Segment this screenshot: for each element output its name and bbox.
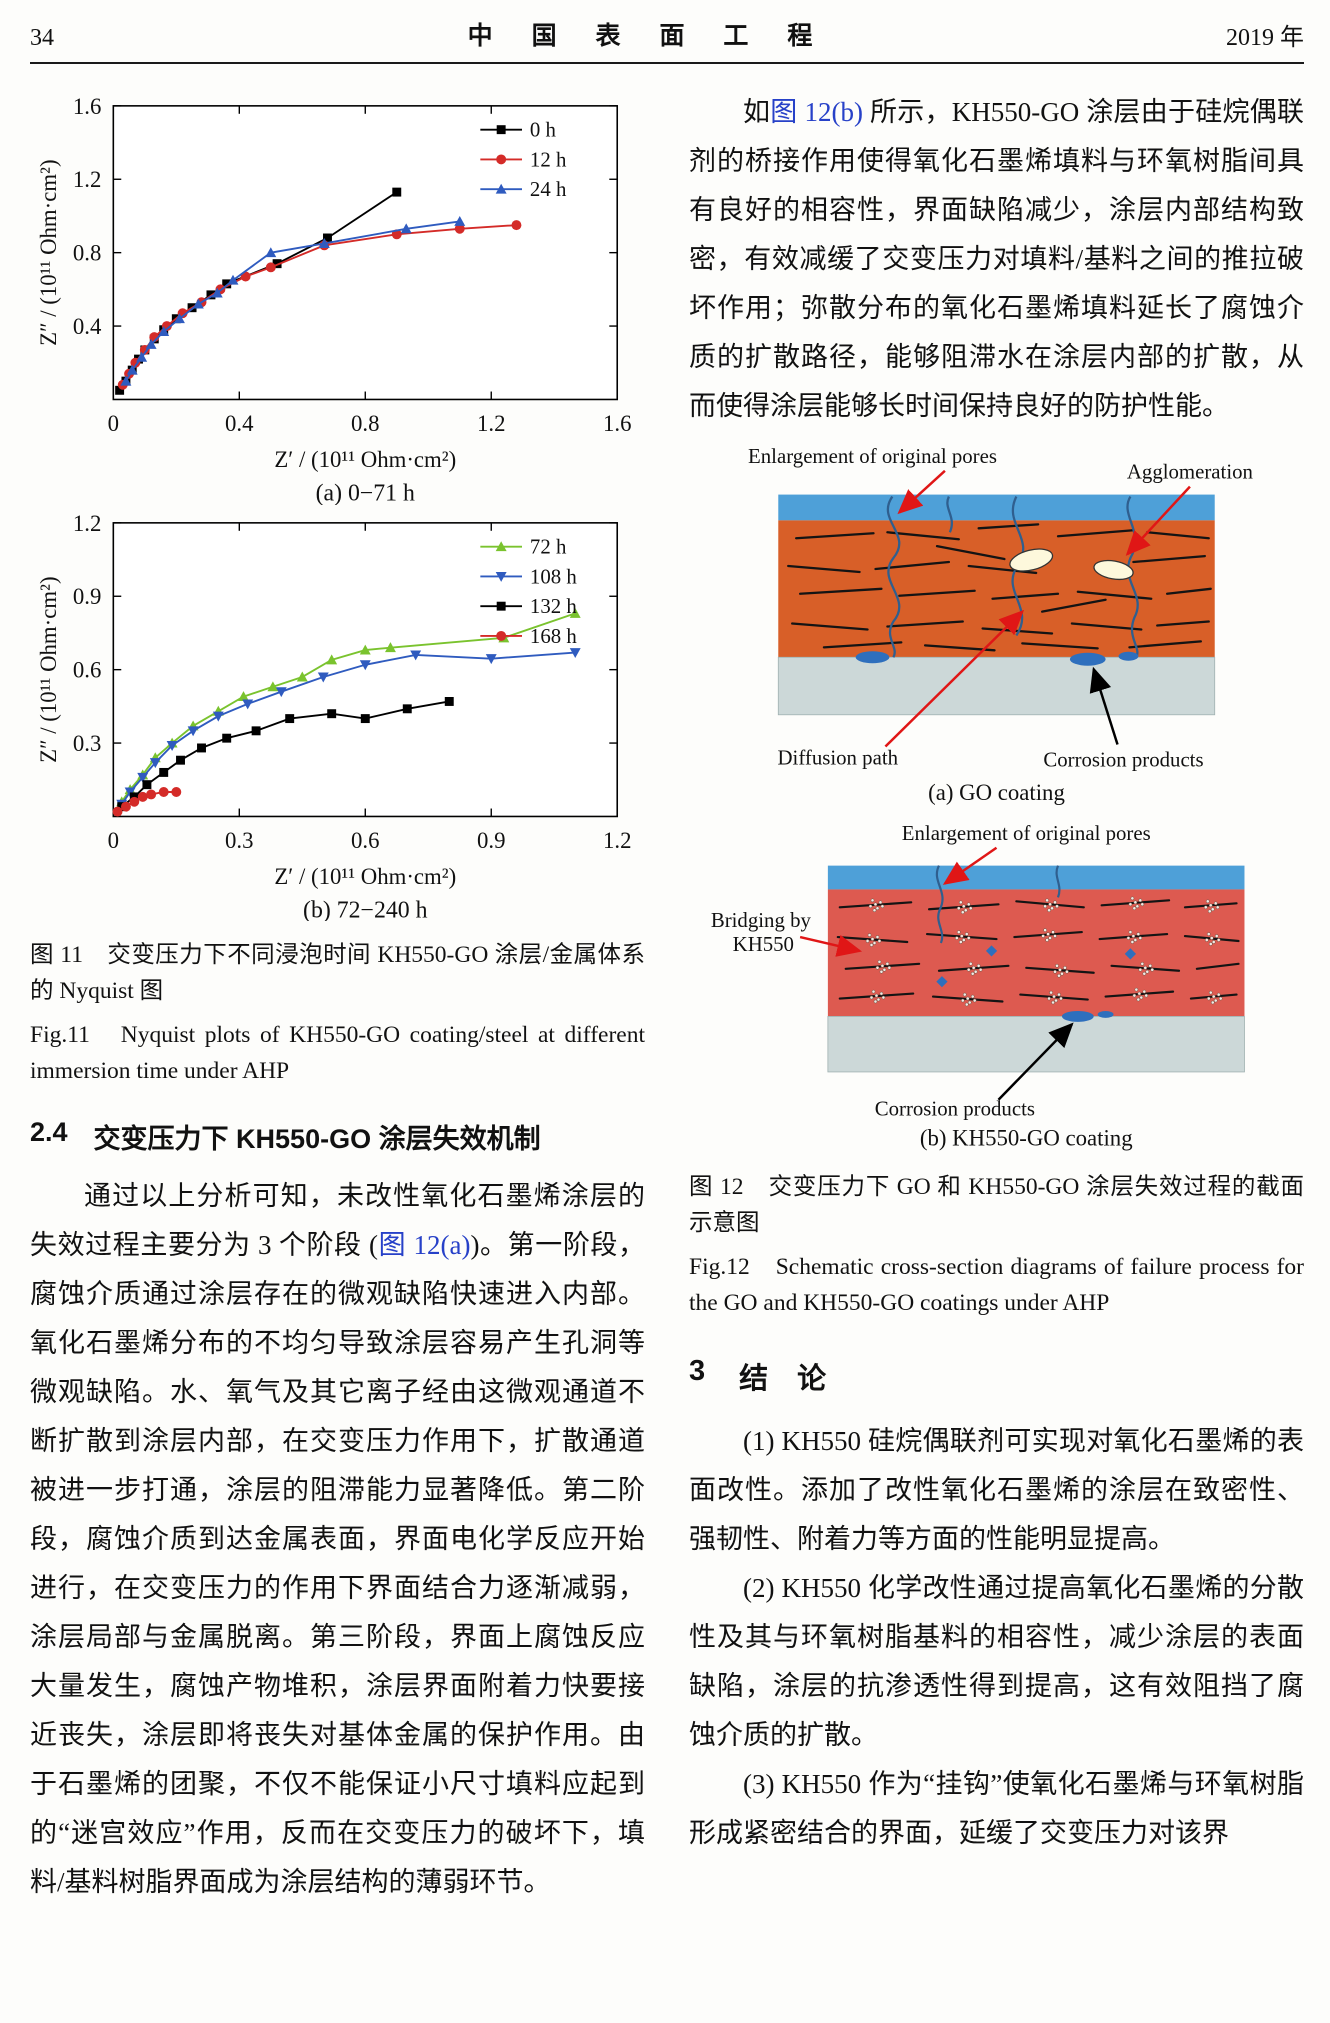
svg-text:0.3: 0.3 [73,731,102,756]
conclusion-item-1: (1) KH550 硅烷偶联剂可实现对氧化石墨烯的表面改性。添加了改性氧化石墨烯… [689,1426,1304,1555]
label-corrosion-products-b: Corrosion products [875,1097,1035,1121]
conclusion-item-2: (2) KH550 化学改性通过提高氧化石墨烯的分散性及其与环氧树脂基料的相容性… [689,1573,1304,1751]
graphene-flakes-a [787,523,1212,652]
svg-text:0.9: 0.9 [73,584,102,609]
svg-text:132 h: 132 h [530,594,577,618]
page-number: 34 [30,25,54,51]
svg-text:Z′ / (10¹¹ Ohm·cm²): Z′ / (10¹¹ Ohm·cm²) [274,447,456,472]
fig12a-reference-link[interactable]: 图 12(a) [377,1230,471,1261]
svg-text:0.4: 0.4 [73,314,102,339]
svg-text:Z″ / (10¹¹ Ohm·cm²): Z″ / (10¹¹ Ohm·cm²) [36,159,61,345]
water-layer-a [778,494,1215,521]
section-2-4-number: 2.4 [30,1117,68,1148]
svg-text:1.2: 1.2 [73,167,102,192]
figure-12: Enlargement of original pores Agglomerat… [689,443,1304,1153]
nyquist-chart-0-71h: 0 0.4 0.8 1.2 1.6 0.4 0.8 1.2 1.6 Z′ / (10¹¹ Ohm·… [36,94,632,505]
svg-text:168 h: 168 h [530,623,577,647]
svg-text:Z′ / (10¹¹ Ohm·cm²): Z′ / (10¹¹ Ohm·cm²) [274,864,456,889]
agglomerate-particle [1009,548,1054,572]
fig12a-go-coating-diagram: Enlargement of original pores Agglomerat… [748,444,1254,805]
para-text-after-link: 所示，KH550-GO 涂层由于硅烷偶联剂的桥接作用使得氧化石墨烯填料与环氧树脂… [689,97,1305,421]
para-text-after-link: )。第一阶段，腐蚀介质通过涂层存在的微观缺陷快速进入内部。氧化石墨烯分布的不均匀… [30,1230,645,1898]
two-column-layout: 0 0.4 0.8 1.2 1.6 0.4 0.8 1.2 1.6 Z′ / (10¹¹ Ohm·… [30,88,1304,1907]
section-2-4-heading: 2.4 交变压力下 KH550-GO 涂层失效机制 [30,1117,645,1156]
svg-text:0.9: 0.9 [477,828,506,853]
svg-text:0.8: 0.8 [351,411,380,436]
fig12-caption-en: Fig.12 Schematic cross-section diagrams … [689,1254,1304,1317]
svg-text:0.3: 0.3 [225,828,254,853]
fig12a-caption: (a) GO coating [928,780,1065,805]
label-agglomeration: Agglomeration [1127,460,1254,484]
svg-text:72 h: 72 h [530,534,567,558]
svg-text:0.4: 0.4 [225,411,254,436]
svg-text:1.2: 1.2 [477,411,506,436]
svg-text:0.6: 0.6 [73,657,102,682]
right-column: 如图 12(b) 所示，KH550-GO 涂层由于硅烷偶联剂的桥接作用使得氧化石… [689,88,1304,1907]
pore-curves-b [935,865,1061,944]
label-enlargement-of-original-pores-b: Enlargement of original pores [902,821,1151,845]
fig12b-caption: (b) KH550-GO coating [920,1125,1133,1150]
corrosion-product-blobs-b [1061,1010,1114,1022]
svg-text:Z″ / (10¹¹ Ohm·cm²): Z″ / (10¹¹ Ohm·cm²) [36,576,61,762]
annotation-arrows-b [799,846,1074,1101]
annotation-arrows-a [884,469,1191,748]
fig11-caption-cn: 图 11 交变压力下不同浸泡时间 KH550-GO 涂层/金属体系的 Nyqui… [30,942,645,1005]
section-3-title: 结 论 [739,1363,827,1396]
agglomerate-particle [1093,559,1134,581]
svg-text:108 h: 108 h [530,564,577,588]
label-kh550: KH550 [733,932,794,956]
figure-11: 0 0.4 0.8 1.2 1.6 0.4 0.8 1.2 1.6 Z′ / (10¹¹ Ohm·… [30,88,645,921]
label-bridging-by: Bridging by [711,908,812,932]
conclusion-item-3: (3) KH550 作为“挂钩”使氧化石墨烯与环氧树脂形成紧密结合的界面，延缓了… [689,1769,1304,1849]
para-text-before-link: 通过以上分析可知，未改性氧化石墨烯涂层的失效过程主要分为 3 个阶段 ( [30,1181,645,1261]
svg-text:1.6: 1.6 [73,94,102,119]
label-corrosion-products-a: Corrosion products [1043,747,1203,771]
fig11-caption-en: Fig.11 Nyquist plots of KH550-GO coating… [30,1022,645,1085]
svg-text:1.2: 1.2 [603,828,632,853]
section-2-4-title: 交变压力下 KH550-GO 涂层失效机制 [93,1124,541,1155]
svg-text:0.8: 0.8 [73,241,102,266]
svg-text:1.2: 1.2 [73,510,102,535]
corrosion-product-blobs-a [855,651,1139,666]
metal-substrate-a [777,656,1216,716]
label-diffusion-path: Diffusion path [778,745,899,769]
svg-text:0.6: 0.6 [351,828,380,853]
fig12b-kh550-go-coating-diagram: Enlargement of original pores [711,821,1245,1150]
svg-text:(a) 0−71 h: (a) 0−71 h [316,481,415,505]
para-text-before-link: 如 [743,97,771,127]
label-enlargement-of-original-pores-a: Enlargement of original pores [748,444,997,468]
section-3-heading: 3 结 论 [689,1355,1304,1397]
svg-text:1.6: 1.6 [603,411,632,436]
kh550-molecule-speckles [865,896,1223,1007]
fig12b-reference-link[interactable]: 图 12(b) [770,97,864,127]
svg-text:0 h: 0 h [530,118,557,142]
kh550-go-discussion-paragraph: 如图 12(b) 所示，KH550-GO 涂层由于硅烷偶联剂的桥接作用使得氧化石… [689,88,1304,431]
failure-mechanism-paragraph: 通过以上分析可知，未改性氧化石墨烯涂层的失效过程主要分为 3 个阶段 (图 12… [30,1172,645,1907]
svg-text:24 h: 24 h [530,177,567,201]
journal-title: 中 国 表 面 工 程 [467,22,829,50]
svg-text:(b) 72−240 h: (b) 72−240 h [303,897,428,921]
svg-text:0: 0 [108,828,119,853]
fig12-caption-cn: 图 12 交变压力下 GO 和 KH550-GO 涂层失效过程的截面示意图 [689,1174,1304,1237]
nyquist-chart-72-240h: 0 0.3 0.6 0.9 1.2 0.3 0.6 0.9 1.2 Z′ / (10¹¹ Ohm·… [36,510,632,921]
svg-text:12 h: 12 h [530,147,567,171]
water-layer-b [827,865,1245,890]
page-header: 34 中 国 表 面 工 程 2019 年 [30,16,1304,64]
section-3-number: 3 [689,1355,706,1388]
left-column: 0 0.4 0.8 1.2 1.6 0.4 0.8 1.2 1.6 Z′ / (10¹¹ Ohm·… [30,88,645,1907]
journal-year: 2019 年 [1225,25,1304,51]
metal-substrate-b [827,1016,1245,1073]
kh550-go-coating-layer [827,889,1245,1017]
svg-text:0: 0 [108,411,119,436]
